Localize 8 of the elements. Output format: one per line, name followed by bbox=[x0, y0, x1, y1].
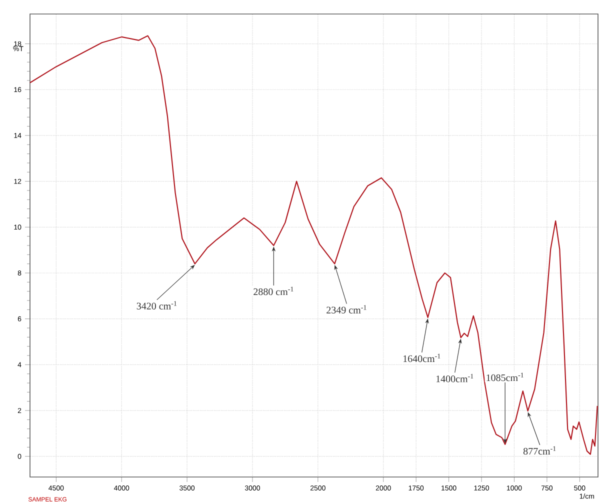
annotation: 1400cm$^{-1}$ bbox=[436, 374, 474, 382]
annotation: 3420 cm$^{-1}$ bbox=[136, 301, 176, 310]
annotation: 2349 cm$^{-1}$ bbox=[326, 305, 366, 314]
annotation: 1085cm$^{-1}$ bbox=[486, 372, 524, 382]
annotation: 1640cm$^{-1}$ bbox=[403, 354, 440, 362]
line-series bbox=[29, 35, 598, 455]
annotation: 877cm$^{-1}$ bbox=[523, 446, 556, 455]
annotation: 2880 cm$^{-1}$ bbox=[254, 286, 294, 296]
